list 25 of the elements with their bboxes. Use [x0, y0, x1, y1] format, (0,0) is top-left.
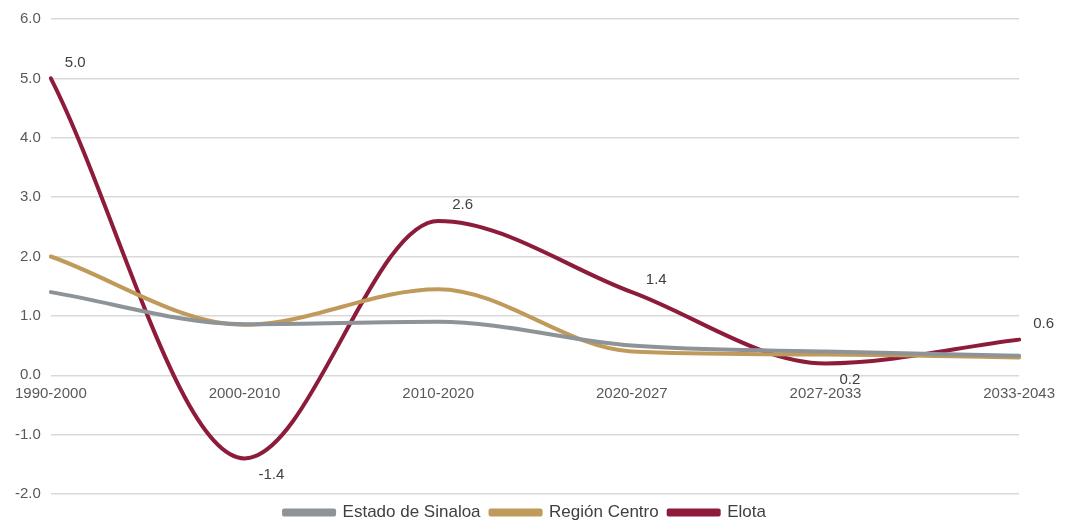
- data-label: 5.0: [64, 52, 86, 70]
- data-label: 1.4: [645, 270, 667, 288]
- y-tick-label: 5.0: [19, 68, 41, 86]
- x-tick-label: 2020-2027: [595, 384, 668, 402]
- y-tick-label: -1.0: [14, 424, 41, 442]
- x-tick-label: 2000-2010: [208, 384, 281, 402]
- y-tick-label: 0.0: [19, 365, 41, 383]
- line-series: [48, 290, 1022, 358]
- y-tick-label: 1.0: [19, 306, 41, 324]
- x-tick-label: 2027-2033: [789, 384, 862, 402]
- data-label: 2.6: [452, 195, 474, 213]
- data-label: -1.4: [258, 464, 285, 482]
- y-tick-label: 3.0: [19, 187, 41, 205]
- legend-label: Elota: [727, 502, 767, 522]
- x-tick-label: 2010-2020: [402, 384, 475, 402]
- y-tick-label: 4.0: [19, 127, 41, 145]
- x-tick-label: 1990-2000: [14, 384, 87, 402]
- y-tick-label: -2.0: [14, 484, 41, 502]
- y-tick-label: 2.0: [19, 246, 41, 264]
- x-tick-label: 2033-2043: [983, 384, 1055, 402]
- y-tick-label: 6.0: [19, 9, 41, 27]
- data-label: 0.2: [839, 369, 861, 387]
- legend-label: Estado de Sinaloa: [342, 502, 482, 522]
- data-label: 0.6: [1033, 313, 1054, 331]
- legend-label: Región Centro: [549, 502, 659, 522]
